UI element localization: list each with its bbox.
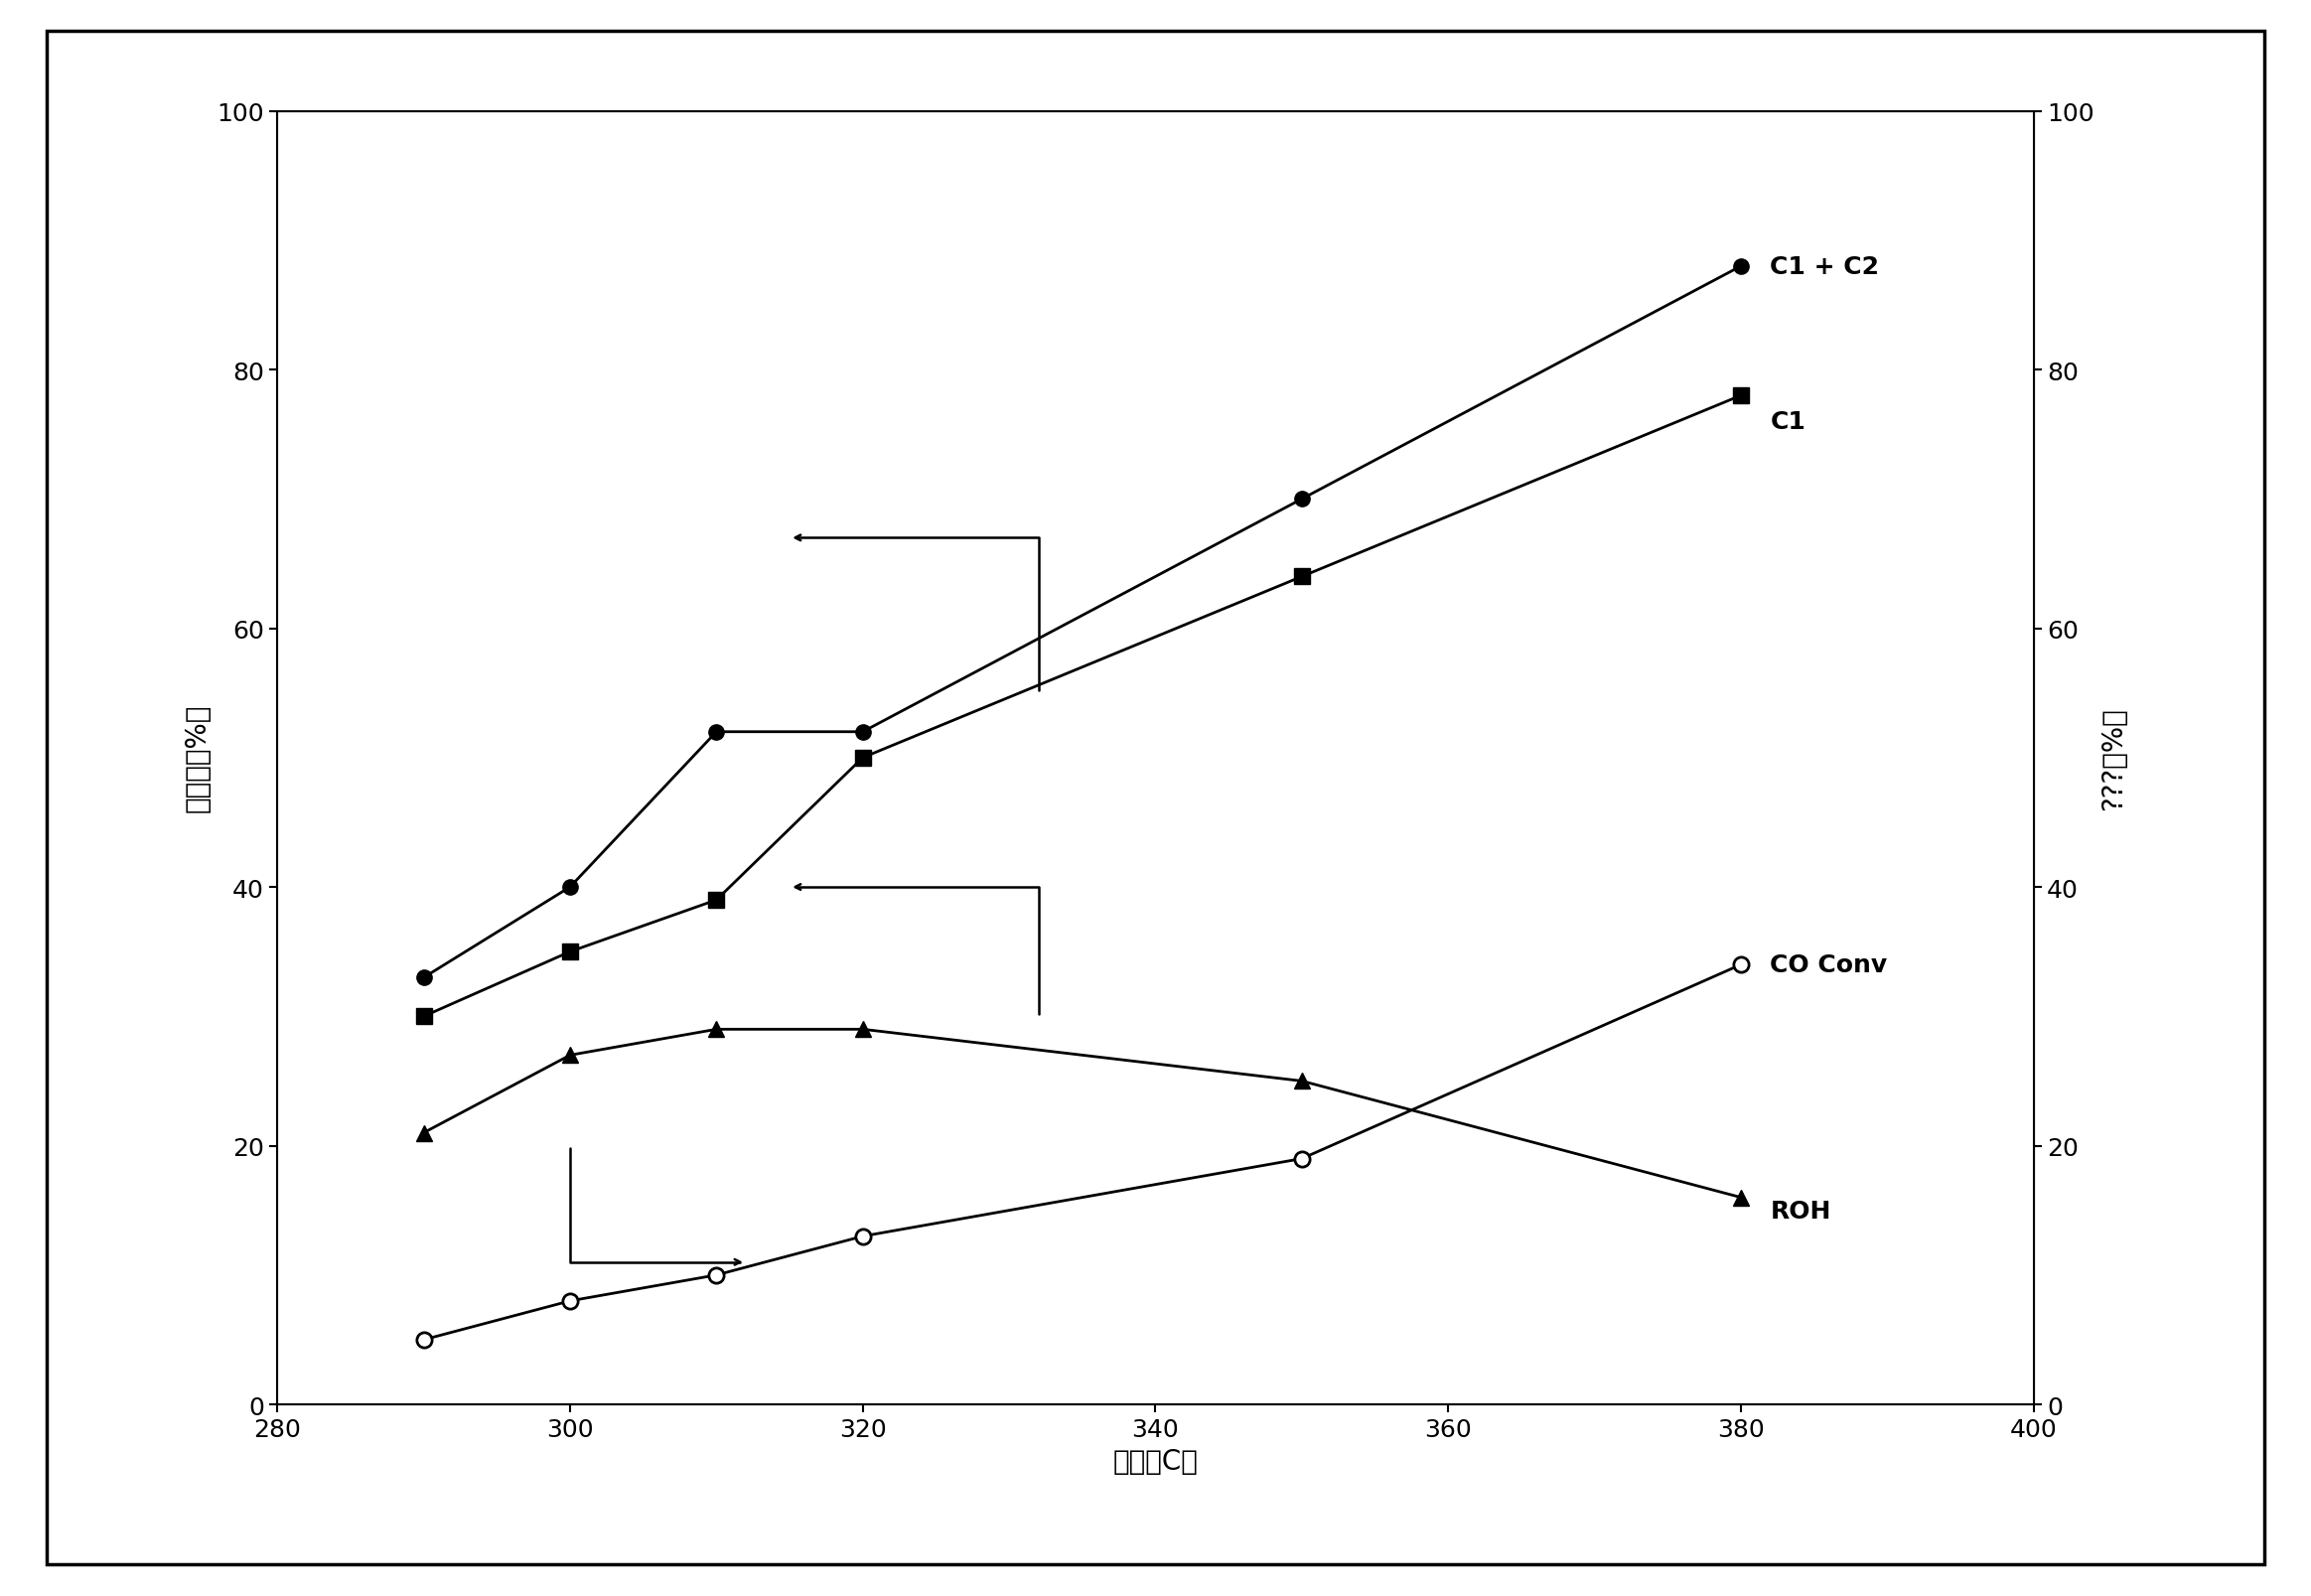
Text: CO Conv: CO Conv <box>1770 953 1888 977</box>
Text: ROH: ROH <box>1770 1199 1830 1223</box>
X-axis label: 温度（C）: 温度（C） <box>1114 1448 1197 1475</box>
Text: C1: C1 <box>1770 410 1805 434</box>
Y-axis label: 选择性（%）: 选择性（%） <box>183 704 210 812</box>
Y-axis label: ???（%）: ???（%） <box>2101 707 2128 809</box>
Text: C1 + C2: C1 + C2 <box>1770 255 1879 279</box>
